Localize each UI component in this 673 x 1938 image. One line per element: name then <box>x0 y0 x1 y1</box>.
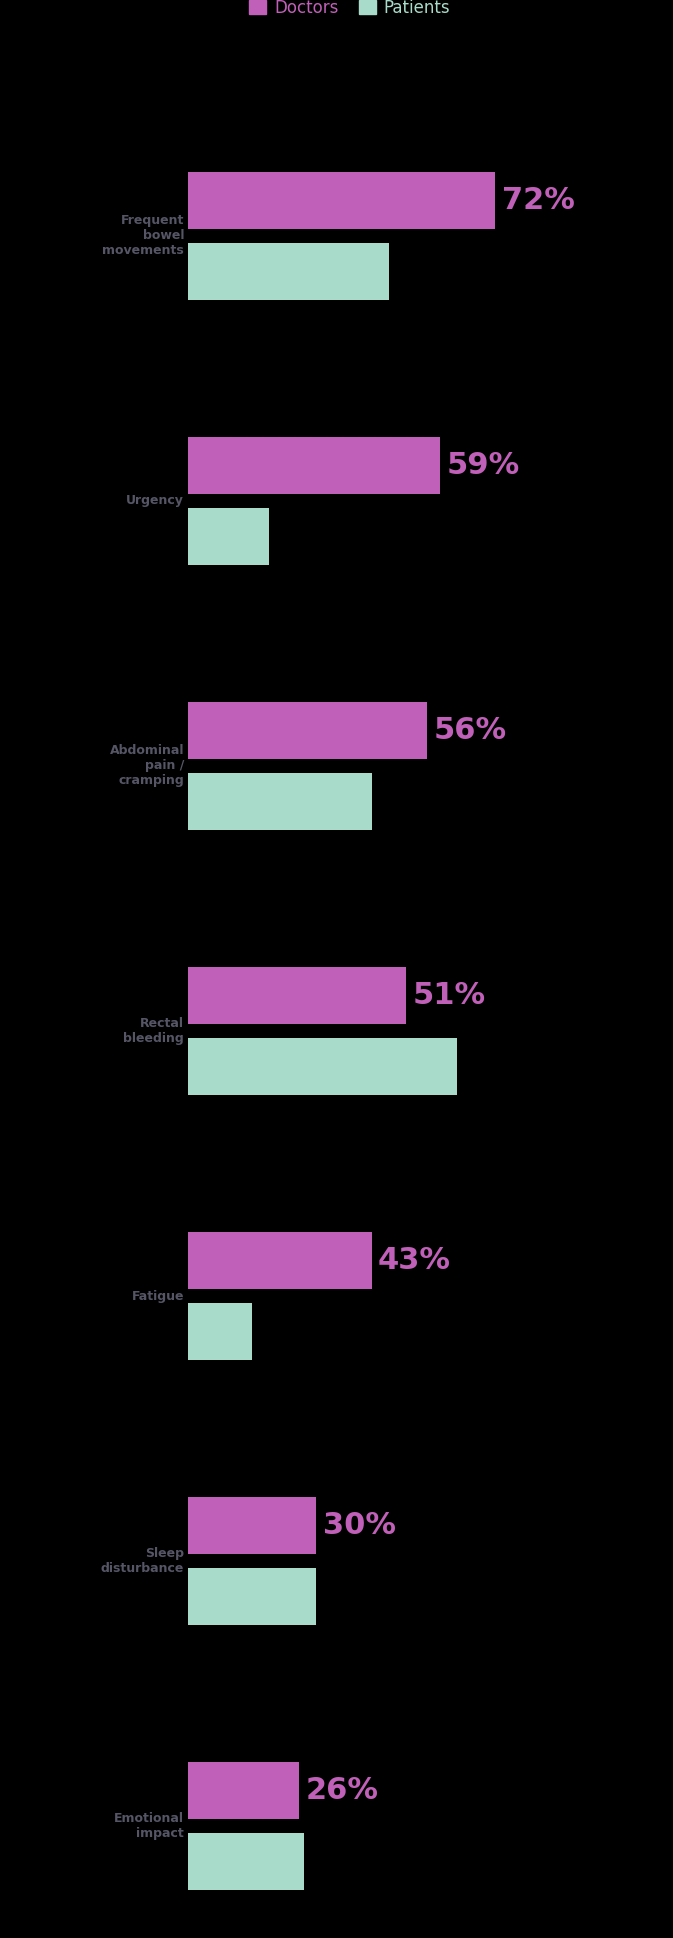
Bar <box>188 1302 252 1360</box>
Bar <box>188 508 269 564</box>
Legend: Doctors, Patients: Doctors, Patients <box>243 0 457 23</box>
Bar <box>188 1833 304 1890</box>
Bar <box>188 1762 299 1820</box>
Text: Rectal
bleeding: Rectal bleeding <box>123 1017 184 1045</box>
Bar <box>188 1498 316 1554</box>
Text: 43%: 43% <box>378 1246 451 1275</box>
Bar <box>188 773 371 829</box>
Bar <box>188 436 440 494</box>
Bar <box>188 242 389 300</box>
Bar <box>188 1233 371 1289</box>
Text: 56%: 56% <box>433 715 507 744</box>
Text: Fatigue: Fatigue <box>132 1289 184 1302</box>
Text: 51%: 51% <box>412 981 485 1010</box>
Text: Urgency: Urgency <box>127 494 184 508</box>
Bar <box>188 967 406 1023</box>
Text: Emotional
impact: Emotional impact <box>114 1812 184 1841</box>
Text: 59%: 59% <box>446 452 520 481</box>
Bar <box>188 1039 457 1095</box>
Text: Frequent
bowel
movements: Frequent bowel movements <box>102 215 184 258</box>
Bar <box>188 702 427 760</box>
Text: 26%: 26% <box>306 1777 379 1806</box>
Bar <box>188 1568 316 1626</box>
Text: Sleep
disturbance: Sleep disturbance <box>101 1547 184 1576</box>
Text: 30%: 30% <box>322 1512 396 1541</box>
Bar <box>188 172 495 229</box>
Text: Abdominal
pain /
cramping: Abdominal pain / cramping <box>110 744 184 787</box>
Text: 72%: 72% <box>501 186 575 215</box>
